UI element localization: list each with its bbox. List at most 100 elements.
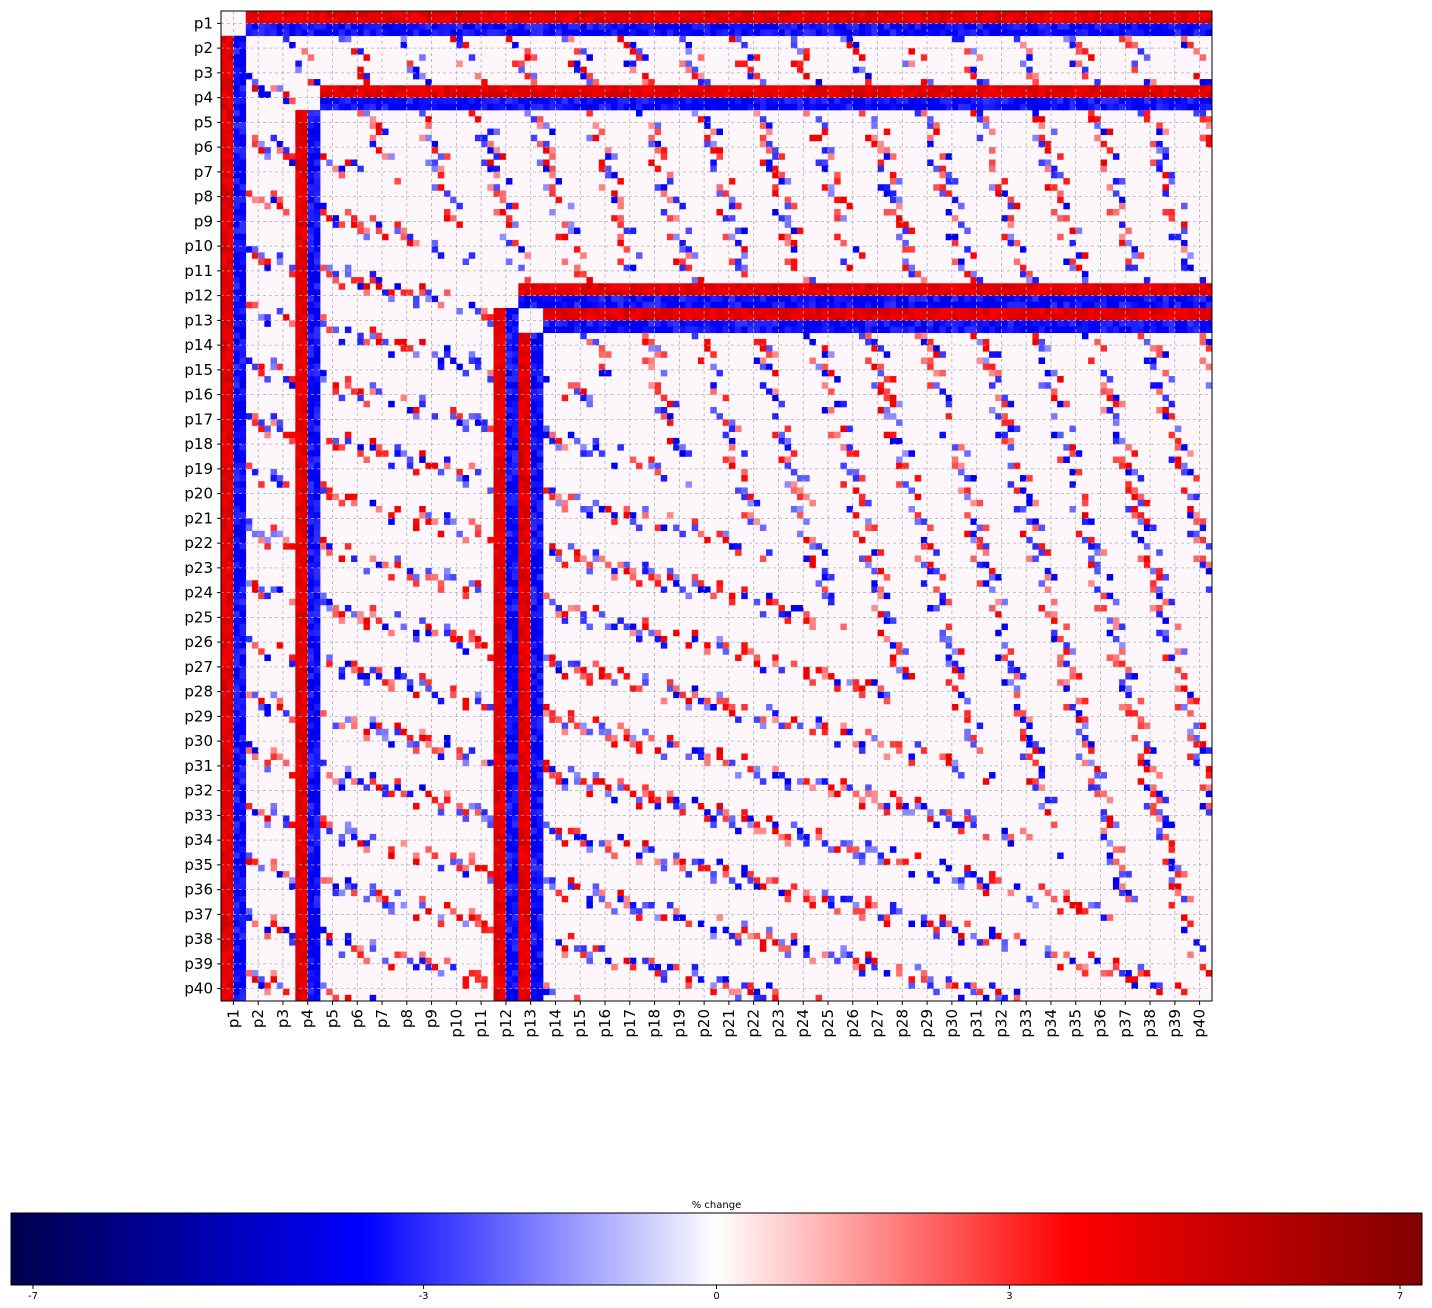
heatmap-cell xyxy=(778,605,785,612)
heatmap-cell xyxy=(456,91,463,98)
heatmap-cell xyxy=(437,184,445,191)
heatmap-cell xyxy=(493,17,501,24)
heatmap-cell xyxy=(697,301,705,309)
heatmap-cell xyxy=(1081,332,1089,340)
heatmap-cell xyxy=(815,103,823,111)
heatmap-cell xyxy=(468,11,476,18)
heatmap-cell xyxy=(1044,97,1052,105)
heatmap-cell xyxy=(877,549,885,556)
heatmap-cell xyxy=(518,598,525,606)
heatmap-cell xyxy=(976,320,984,327)
heatmap-cell xyxy=(803,11,810,18)
heatmap-cell xyxy=(301,48,309,55)
heatmap-cell xyxy=(307,165,315,173)
heatmap-cell xyxy=(437,468,445,476)
heatmap-cell xyxy=(623,97,631,105)
heatmap-cell xyxy=(877,283,885,290)
heatmap-cell xyxy=(797,227,804,235)
heatmap-cell xyxy=(1137,555,1145,562)
heatmap-cell xyxy=(227,190,234,197)
heatmap-cell xyxy=(239,431,247,439)
heatmap-cell xyxy=(351,91,358,98)
heatmap-cell xyxy=(1069,444,1077,451)
heatmap-cell xyxy=(951,35,959,43)
heatmap-cell xyxy=(623,91,631,98)
heatmap-cell xyxy=(221,407,228,414)
heatmap-cell xyxy=(605,11,612,18)
heatmap-cell xyxy=(797,48,804,55)
heatmap-cell xyxy=(784,326,792,334)
heatmap-cell xyxy=(586,623,593,631)
heatmap-cell xyxy=(896,314,903,321)
heatmap-cell xyxy=(1187,289,1194,296)
heatmap-cell xyxy=(964,450,971,457)
heatmap-cell xyxy=(691,72,699,80)
heatmap-cell xyxy=(741,493,748,501)
heatmap-cell xyxy=(332,326,339,334)
heatmap-cell xyxy=(772,11,779,18)
heatmap-cell xyxy=(654,283,662,290)
heatmap-cell xyxy=(611,190,618,197)
heatmap-cell xyxy=(227,524,234,532)
heatmap-cell xyxy=(505,611,513,618)
heatmap-cell xyxy=(920,29,928,37)
heatmap-cell xyxy=(629,41,637,49)
heatmap-cell xyxy=(964,295,971,303)
heatmap-cell xyxy=(995,283,1002,290)
heatmap-cell xyxy=(536,351,544,358)
heatmap-cell xyxy=(536,357,544,364)
heatmap-cell xyxy=(883,376,891,383)
heatmap-cell xyxy=(1019,103,1027,111)
heatmap-cell xyxy=(920,103,928,111)
heatmap-cell xyxy=(840,35,847,43)
heatmap-cell xyxy=(964,314,971,321)
heatmap-cell xyxy=(227,283,234,290)
heatmap-cell xyxy=(1050,97,1058,105)
heatmap-cell xyxy=(221,444,228,451)
heatmap-cell xyxy=(1205,91,1213,98)
heatmap-cell xyxy=(1168,209,1176,216)
heatmap-cell xyxy=(307,487,315,494)
heatmap-cell xyxy=(1100,23,1107,30)
heatmap-cell xyxy=(1205,586,1213,593)
heatmap-cell xyxy=(1088,85,1095,92)
heatmap-cell xyxy=(1119,178,1126,185)
heatmap-cell xyxy=(561,314,569,321)
heatmap-cell xyxy=(301,283,309,290)
heatmap-cell xyxy=(313,555,321,562)
heatmap-cell xyxy=(1168,326,1176,334)
heatmap-cell xyxy=(518,518,525,525)
heatmap-cell xyxy=(474,72,482,80)
heatmap-cell xyxy=(499,580,507,587)
heatmap-cell xyxy=(679,11,686,18)
heatmap-cell xyxy=(233,308,240,315)
heatmap-cell xyxy=(462,258,470,265)
heatmap-cell xyxy=(493,29,501,37)
heatmap-cell xyxy=(821,85,829,92)
heatmap-cell xyxy=(642,332,649,340)
heatmap-cell xyxy=(1143,103,1151,111)
heatmap-cell xyxy=(536,450,544,457)
heatmap-cell xyxy=(543,308,550,315)
heatmap-cell xyxy=(580,270,587,278)
heatmap-cell xyxy=(1106,295,1114,303)
heatmap-cell xyxy=(462,29,470,37)
heatmap-cell xyxy=(468,23,476,30)
heatmap-cell xyxy=(877,147,885,154)
heatmap-cell xyxy=(1001,394,1008,402)
heatmap-cell xyxy=(437,586,445,593)
heatmap-cell xyxy=(543,314,550,321)
heatmap-cell xyxy=(375,227,383,235)
heatmap-cell xyxy=(1125,308,1132,315)
heatmap-cell xyxy=(704,301,711,309)
heatmap-cell xyxy=(877,103,885,111)
heatmap-cell xyxy=(1205,314,1213,321)
heatmap-cell xyxy=(227,54,234,61)
heatmap-cell xyxy=(307,215,315,222)
heatmap-cell xyxy=(369,122,377,129)
heatmap-cell xyxy=(307,444,315,451)
heatmap-cell xyxy=(846,35,854,43)
heatmap-cell xyxy=(598,450,606,457)
heatmap-cell xyxy=(858,536,866,544)
heatmap-cell xyxy=(301,425,309,433)
